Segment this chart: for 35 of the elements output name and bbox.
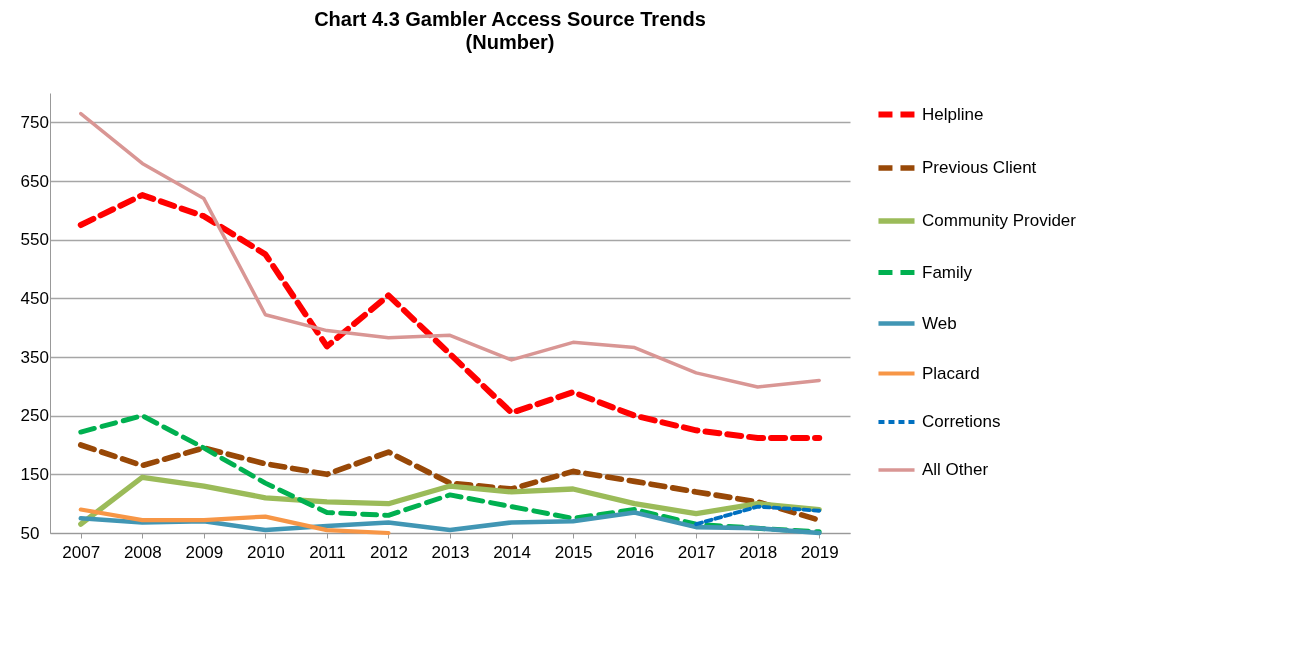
legend-label: Community Provider bbox=[922, 211, 1077, 230]
y-tick-label: 350 bbox=[20, 347, 49, 367]
x-tick-label: 2011 bbox=[309, 542, 346, 562]
chart-subtitle: (Number) bbox=[465, 31, 555, 53]
y-tick-label: 550 bbox=[20, 230, 49, 250]
chart-title: Chart 4.3 Gambler Access Source Trends bbox=[314, 8, 706, 30]
x-tick-label: 2014 bbox=[493, 542, 531, 562]
y-tick-label: 450 bbox=[20, 288, 49, 308]
y-tick-label: 250 bbox=[20, 406, 49, 426]
x-tick-label: 2015 bbox=[554, 542, 593, 562]
legend-label: Web bbox=[922, 313, 957, 333]
line-series bbox=[78, 510, 822, 536]
legend-label: All Other bbox=[922, 460, 989, 479]
x-tick-label: 2008 bbox=[123, 542, 162, 562]
x-tick-label: 2012 bbox=[370, 542, 408, 562]
y-tick-label: 650 bbox=[20, 171, 49, 191]
y-tick-label: 50 bbox=[20, 523, 40, 543]
line-series bbox=[78, 413, 822, 535]
x-tick-label: 2010 bbox=[246, 542, 285, 562]
legend-label: Corretions bbox=[922, 412, 1001, 431]
legend-label: Placard bbox=[922, 363, 980, 383]
x-tick-label: 2017 bbox=[677, 542, 716, 562]
legend-label: Family bbox=[922, 262, 973, 282]
legend-label: Previous Client bbox=[922, 158, 1037, 177]
y-tick-label: 750 bbox=[20, 112, 49, 132]
line-series bbox=[78, 507, 391, 536]
line-series bbox=[79, 111, 821, 389]
x-tick-label: 2016 bbox=[616, 542, 655, 562]
x-tick-label: 2009 bbox=[185, 542, 224, 562]
x-tick-label: 2019 bbox=[800, 542, 839, 562]
x-tick-label: 2013 bbox=[431, 542, 470, 562]
x-tick-label: 2007 bbox=[62, 542, 101, 562]
legend-label: Helpline bbox=[922, 104, 984, 124]
x-tick-label: 2018 bbox=[739, 542, 778, 562]
y-tick-label: 150 bbox=[20, 464, 49, 484]
